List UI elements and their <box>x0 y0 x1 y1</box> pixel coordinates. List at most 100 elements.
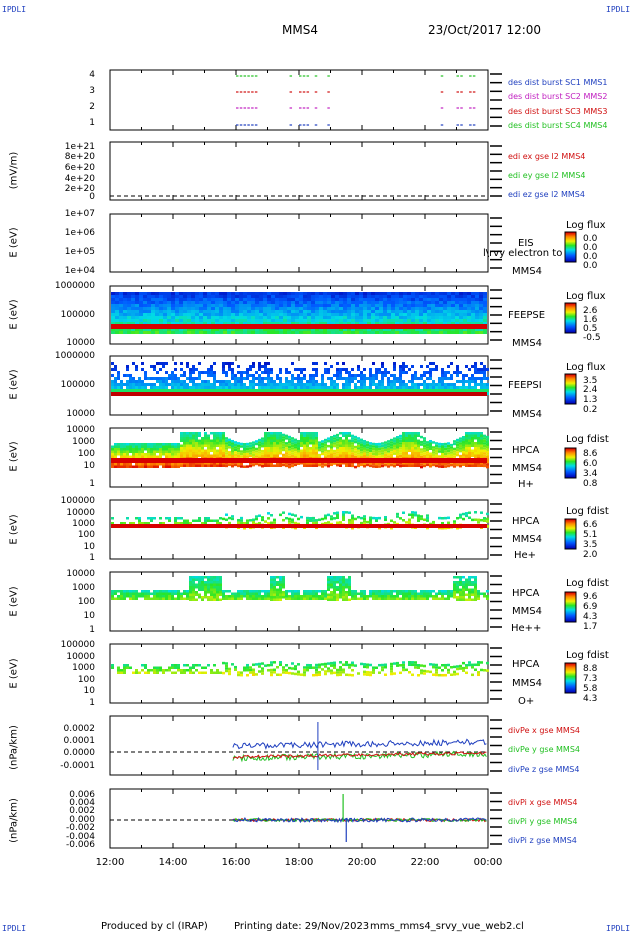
spectrogram-cell <box>399 301 403 304</box>
spectrogram-cell <box>174 380 177 383</box>
spectrogram-cell <box>231 301 235 304</box>
spectrogram-cell <box>479 295 483 298</box>
spectrogram-cell <box>357 389 360 392</box>
spectrogram-cell <box>143 316 147 319</box>
spectrogram-cell <box>474 371 477 374</box>
spectrogram-cell <box>427 331 431 334</box>
spectrogram-cell <box>231 439 234 443</box>
spectrogram-cell <box>151 304 155 307</box>
spectrogram-cell <box>228 597 231 600</box>
spectrogram-cell <box>321 386 324 389</box>
spectrogram-cell <box>307 307 311 310</box>
spectrogram-cell <box>111 316 115 319</box>
spectrogram-cell <box>351 437 354 440</box>
spectrogram-cell <box>264 592 267 595</box>
spectrogram-cell <box>367 307 371 310</box>
spectrogram-cell <box>432 463 435 467</box>
spectrogram-cell <box>315 454 318 457</box>
spectrogram-cell <box>291 322 295 325</box>
spectrogram-cell <box>201 586 204 589</box>
spectrogram-cell <box>321 590 324 593</box>
spectrogram-cell <box>336 451 339 454</box>
spectrogram-cell <box>331 292 335 295</box>
spectrogram-cell <box>399 322 403 325</box>
spectrogram-cell <box>177 380 180 383</box>
spectrogram-cell <box>396 441 399 444</box>
spectrogram-cell <box>327 452 330 455</box>
spectrogram-cell <box>246 465 249 468</box>
spectrogram-cell <box>252 380 255 383</box>
spectrogram-cell <box>219 442 222 445</box>
spectrogram-cell <box>426 516 429 520</box>
spectrogram-cell <box>211 310 215 313</box>
spectrogram-cell <box>186 522 189 525</box>
spectrogram-cell <box>414 434 417 437</box>
spectrogram-cell <box>243 450 246 453</box>
spectrogram-cell <box>144 465 147 468</box>
spectrogram-cell <box>371 322 375 325</box>
spectrogram-cell <box>159 380 162 383</box>
spectrogram-cell <box>114 445 117 448</box>
spectrogram-cell <box>348 593 351 596</box>
spectrogram-cell <box>321 447 324 451</box>
spectrogram-cell <box>168 450 171 453</box>
spectrogram-cell <box>427 292 431 295</box>
spectrogram-cell <box>475 307 479 310</box>
spectrogram-cell <box>348 447 351 450</box>
spectrogram-cell <box>342 598 345 601</box>
spectrogram-cell <box>451 319 455 322</box>
spectrogram-cell <box>306 447 309 450</box>
spectrogram-cell <box>227 319 231 322</box>
spectrogram-cell <box>444 447 447 451</box>
spectrogram-cell <box>423 307 427 310</box>
spectrogram-cell <box>303 389 306 392</box>
spectrogram-cell <box>390 453 393 457</box>
spectrogram-cell <box>367 322 371 325</box>
spectrogram-cell <box>216 586 219 589</box>
spectrogram-cell <box>219 432 222 435</box>
spectrogram-cell <box>468 444 471 447</box>
spectrogram-cell <box>159 450 162 453</box>
spectrogram-cell <box>335 292 339 295</box>
spectrogram-cell <box>126 374 129 377</box>
spectrogram-cell <box>234 441 237 444</box>
spectrogram-cell <box>175 292 179 295</box>
spectrogram-cell <box>459 386 462 389</box>
spectrogram-cell <box>177 377 180 380</box>
spectrogram-cell <box>111 450 114 453</box>
spectrogram-cell <box>138 463 141 466</box>
spectrogram-cell <box>131 295 135 298</box>
spectrogram-cell <box>237 389 240 392</box>
spectrogram-cell <box>372 516 375 520</box>
spectrogram-cell <box>399 454 402 458</box>
spectrogram-cell <box>429 464 432 468</box>
spectrogram-cell <box>383 328 387 331</box>
spectrogram-cell <box>189 596 192 599</box>
spectrogram-cell <box>450 377 453 380</box>
spectrogram-cell <box>189 462 192 465</box>
spectrogram-cell <box>411 313 415 316</box>
spectrogram-cell <box>111 307 115 310</box>
spectrogram-cell <box>288 386 291 389</box>
spectrogram-cell <box>393 464 396 468</box>
spectrogram-cell <box>231 310 235 313</box>
spectrogram-cell <box>468 449 471 452</box>
spectrogram-cell <box>444 452 447 456</box>
spectrogram-cell <box>141 383 144 386</box>
spectrogram-cell <box>279 328 283 331</box>
spectrogram-cell <box>323 307 327 310</box>
spectrogram-cell <box>393 437 396 440</box>
spectrogram-cell <box>155 319 159 322</box>
spectrogram-cell <box>456 374 459 377</box>
spectrogram-cell <box>222 597 225 600</box>
spectrogram-cell <box>371 328 375 331</box>
spectrogram-cell <box>427 319 431 322</box>
spectrogram-cell <box>186 439 189 442</box>
spectrogram-cell <box>315 437 318 440</box>
spectrogram-cell <box>479 307 483 310</box>
spectrogram-cell <box>372 590 375 593</box>
spectrogram-cell <box>165 455 168 458</box>
spectrogram-cell <box>351 439 354 443</box>
spectrogram-cell <box>468 454 471 457</box>
spectrogram-cell <box>243 295 247 298</box>
